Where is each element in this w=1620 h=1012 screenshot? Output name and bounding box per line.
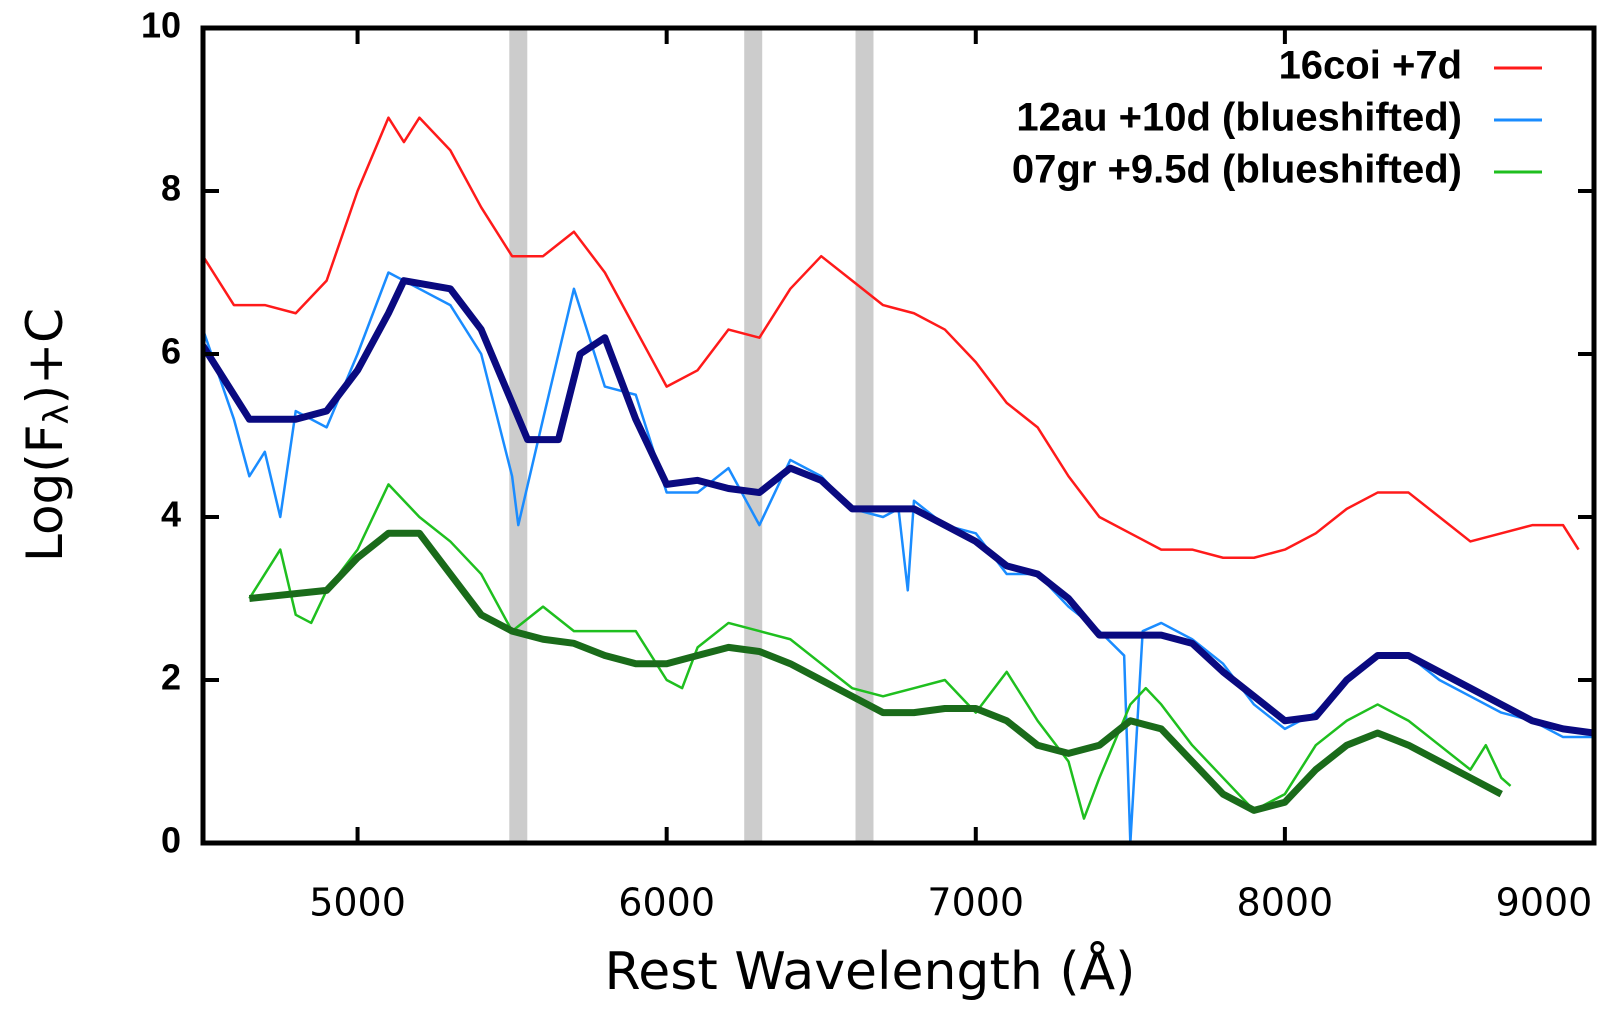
- legend-label: 07gr +9.5d (blueshifted): [1012, 148, 1462, 192]
- legend-label: 12au +10d (blueshifted): [1016, 96, 1462, 140]
- y-tick-label: 10: [141, 5, 181, 46]
- y-tick-label: 2: [161, 657, 181, 698]
- x-tick-label: 7000: [927, 881, 1024, 925]
- y-label-sub: λ: [37, 404, 77, 424]
- x-tick-label: 6000: [618, 881, 715, 925]
- y-tick-label: 8: [161, 168, 181, 209]
- series-line: [248, 529, 1503, 814]
- series-line: [248, 483, 1512, 820]
- x-tick-label: 5000: [309, 881, 406, 925]
- y-axis-label: Log(Fλ)+C: [16, 308, 77, 562]
- y-label-part: )+C: [16, 308, 74, 404]
- x-axis-label: Rest Wavelength (Å): [605, 940, 1136, 1002]
- y-label-part: Log(F: [16, 424, 74, 562]
- y-tick-label: 6: [161, 331, 181, 372]
- band: [744, 28, 763, 843]
- y-tick-label: 4: [161, 494, 181, 535]
- plot-frame: [200, 25, 1597, 846]
- legend-label: 16coi +7d: [1279, 44, 1462, 88]
- y-tick-label: 0: [161, 820, 181, 861]
- series-line: [203, 277, 1594, 737]
- x-tick-label: 8000: [1237, 881, 1334, 925]
- series-line: [203, 116, 1580, 559]
- x-tick-label: 9000: [1496, 881, 1593, 925]
- band: [509, 28, 528, 843]
- series-line: [203, 271, 1594, 843]
- band: [855, 28, 874, 843]
